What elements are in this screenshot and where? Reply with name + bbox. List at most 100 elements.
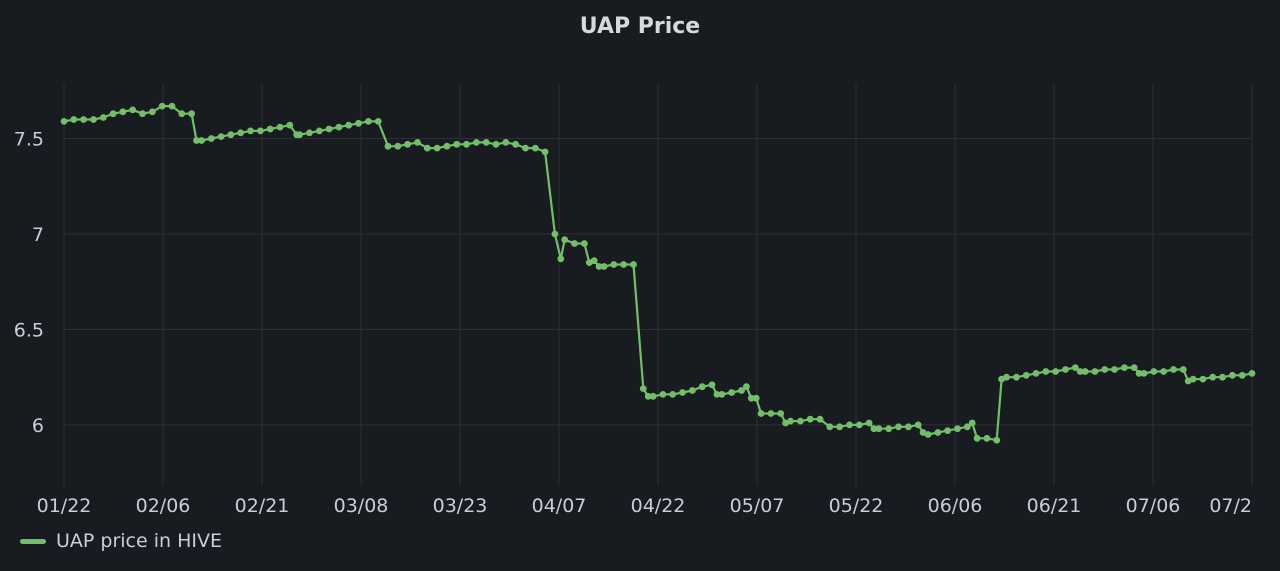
data-point[interactable]: [1081, 368, 1089, 375]
data-point[interactable]: [806, 415, 814, 423]
data-point[interactable]: [816, 415, 824, 423]
legend[interactable]: UAP price in HIVE: [20, 530, 222, 552]
data-point[interactable]: [679, 389, 686, 396]
data-point[interactable]: [590, 257, 598, 265]
data-point[interactable]: [1022, 371, 1030, 379]
data-point[interactable]: [168, 102, 176, 110]
data-point[interactable]: [600, 263, 608, 270]
data-point[interactable]: [787, 417, 794, 425]
data-point[interactable]: [954, 425, 961, 433]
data-point[interactable]: [1219, 373, 1226, 381]
data-point[interactable]: [188, 110, 196, 118]
data-point[interactable]: [129, 106, 137, 114]
data-point[interactable]: [1003, 373, 1010, 381]
data-point[interactable]: [630, 261, 637, 268]
data-point[interactable]: [423, 144, 431, 152]
data-point[interactable]: [1199, 375, 1207, 383]
data-point[interactable]: [453, 140, 461, 148]
data-point[interactable]: [1130, 364, 1138, 371]
data-point[interactable]: [698, 383, 706, 391]
data-point[interactable]: [669, 391, 677, 398]
data-point[interactable]: [752, 394, 760, 402]
data-point[interactable]: [158, 102, 166, 110]
data-point[interactable]: [286, 121, 294, 129]
data-point[interactable]: [689, 387, 696, 394]
data-point[interactable]: [738, 387, 745, 394]
data-point[interactable]: [198, 137, 205, 144]
data-point[interactable]: [797, 417, 804, 425]
data-point[interactable]: [905, 423, 912, 431]
data-point[interactable]: [296, 131, 303, 139]
data-point[interactable]: [1135, 370, 1143, 377]
data-point[interactable]: [1013, 373, 1020, 381]
data-point[interactable]: [512, 140, 519, 148]
data-point[interactable]: [90, 116, 97, 123]
data-point[interactable]: [595, 263, 603, 270]
data-point[interactable]: [443, 142, 451, 150]
data-point[interactable]: [374, 118, 382, 125]
data-point[interactable]: [414, 139, 421, 146]
data-point[interactable]: [433, 144, 441, 152]
data-point[interactable]: [836, 423, 843, 431]
data-point[interactable]: [306, 129, 313, 137]
data-point[interactable]: [895, 423, 902, 431]
data-point[interactable]: [865, 419, 873, 427]
data-point[interactable]: [335, 123, 343, 131]
data-point[interactable]: [315, 127, 323, 135]
data-point[interactable]: [934, 429, 942, 436]
data-point[interactable]: [557, 255, 565, 263]
data-point[interactable]: [492, 140, 500, 148]
data-point[interactable]: [345, 121, 353, 129]
data-point[interactable]: [1160, 368, 1167, 375]
data-point[interactable]: [384, 142, 392, 150]
data-point[interactable]: [1170, 366, 1177, 373]
data-point[interactable]: [875, 425, 883, 433]
data-point[interactable]: [1042, 368, 1050, 375]
data-point[interactable]: [531, 144, 539, 152]
data-point[interactable]: [99, 114, 107, 121]
data-point[interactable]: [767, 410, 775, 417]
data-point[interactable]: [561, 236, 569, 244]
data-point[interactable]: [963, 423, 971, 431]
data-point[interactable]: [1238, 371, 1246, 379]
data-point[interactable]: [944, 427, 951, 434]
data-point[interactable]: [846, 421, 853, 429]
data-point[interactable]: [60, 118, 68, 125]
data-point[interactable]: [247, 127, 254, 135]
data-point[interactable]: [1209, 373, 1217, 381]
data-point[interactable]: [973, 434, 981, 442]
data-point[interactable]: [1062, 366, 1069, 373]
data-point[interactable]: [80, 116, 87, 123]
data-point[interactable]: [266, 125, 274, 133]
data-point[interactable]: [610, 261, 618, 268]
data-point[interactable]: [70, 116, 78, 123]
data-point[interactable]: [757, 410, 765, 417]
data-point[interactable]: [659, 391, 667, 398]
data-point[interactable]: [1101, 366, 1109, 373]
data-point[interactable]: [502, 139, 510, 146]
data-point[interactable]: [826, 423, 834, 431]
data-point[interactable]: [404, 140, 411, 148]
data-point[interactable]: [193, 137, 200, 144]
data-point[interactable]: [325, 125, 333, 133]
data-point[interactable]: [149, 108, 156, 116]
data-point[interactable]: [109, 110, 117, 118]
data-point[interactable]: [257, 127, 264, 135]
data-point[interactable]: [728, 389, 735, 396]
data-point[interactable]: [777, 410, 785, 417]
data-point[interactable]: [394, 142, 402, 150]
data-point[interactable]: [855, 421, 863, 429]
data-point[interactable]: [924, 431, 932, 438]
data-point[interactable]: [178, 110, 186, 118]
data-point[interactable]: [644, 392, 652, 400]
data-point[interactable]: [237, 129, 245, 137]
data-point[interactable]: [482, 139, 490, 146]
data-point[interactable]: [276, 123, 284, 131]
data-point[interactable]: [571, 240, 578, 247]
data-point[interactable]: [227, 131, 235, 139]
data-point[interactable]: [983, 434, 991, 442]
data-point[interactable]: [639, 385, 647, 392]
data-point[interactable]: [1111, 366, 1118, 373]
data-point[interactable]: [1150, 368, 1158, 375]
data-point[interactable]: [708, 381, 716, 389]
